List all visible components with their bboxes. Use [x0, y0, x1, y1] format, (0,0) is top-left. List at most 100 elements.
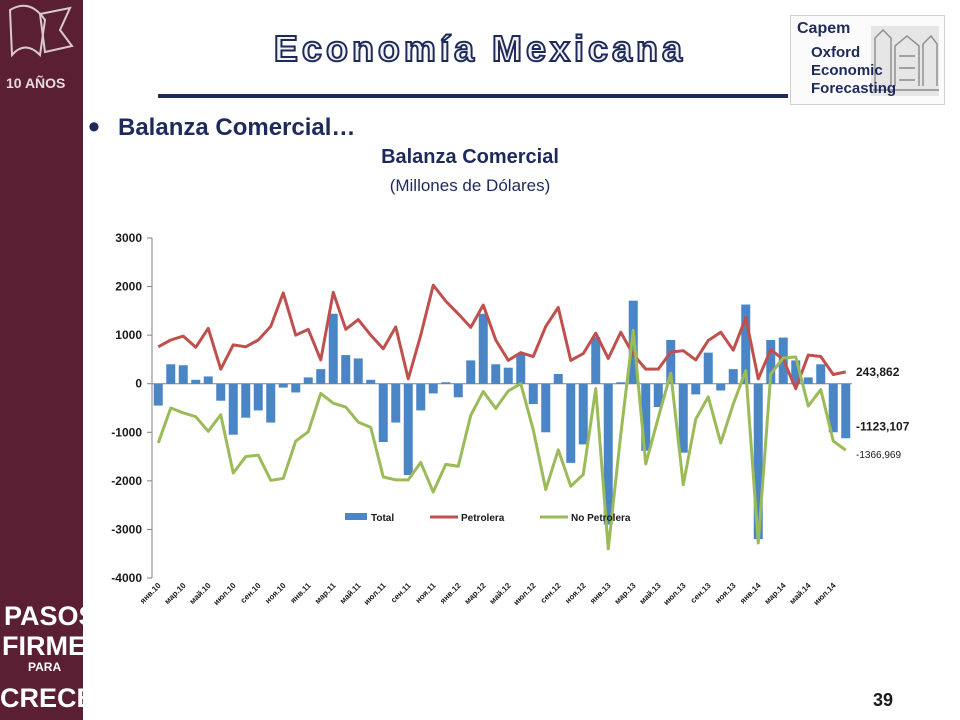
- logo-line-forecasting: Forecasting: [811, 80, 897, 97]
- y-tick-label: 2000: [115, 280, 142, 294]
- total-bar: [766, 340, 776, 384]
- x-tick-label: ноя.13: [713, 581, 738, 606]
- total-bar: [241, 383, 251, 418]
- x-tick-label: мар.11: [313, 581, 338, 606]
- total-bar: [753, 383, 763, 540]
- total-bar: [228, 383, 238, 435]
- total-bar: [291, 383, 301, 393]
- no-petrolera-line: [156, 328, 847, 551]
- total-bar: [378, 383, 388, 442]
- y-tick-label: 0: [135, 377, 142, 391]
- chart-title: Balanza Comercial: [381, 146, 559, 168]
- page-number: 39: [873, 690, 894, 710]
- x-tick-label: мар.14: [763, 581, 788, 606]
- total-bar: [466, 360, 476, 384]
- total-bar: [841, 383, 851, 439]
- x-tick-label: сен.12: [539, 581, 563, 605]
- building-illustration: [871, 26, 939, 96]
- pasos-firmes-logo: PASOS FIRMES PARA CRECER: [0, 601, 83, 713]
- x-tick-label: ноя.12: [563, 581, 588, 606]
- total-bar: [541, 383, 551, 433]
- title-divider: [158, 94, 788, 98]
- pasos-firmes-line-1: PASOS: [4, 601, 83, 631]
- total-bar: [341, 355, 351, 384]
- logo-line-oxford: Oxford: [811, 44, 861, 61]
- x-tick-label: ноя.11: [414, 581, 438, 605]
- y-tick-label: -2000: [111, 474, 142, 488]
- total-bar: [678, 383, 688, 453]
- slide-title: Economía Mexicana: [273, 27, 687, 70]
- total-bar: [353, 358, 363, 384]
- chart-labels: 243,862 -1123,107 -1366,969: [856, 365, 910, 461]
- total-bar: [641, 383, 651, 451]
- x-tick-label: янв.14: [738, 581, 763, 606]
- total-bar: [328, 313, 338, 384]
- x-tick-label: мар.12: [463, 581, 488, 606]
- legend-no-petrolera-label: No Petrolera: [571, 513, 631, 524]
- logo-line-capem: Capem: [797, 20, 851, 37]
- x-tick-label: сен.11: [389, 581, 413, 605]
- total-bar: [441, 382, 451, 384]
- x-tick-label: май.14: [788, 581, 813, 606]
- total-bar: [166, 364, 176, 384]
- legend-petrolera-label: Petrolera: [461, 513, 505, 524]
- total-bar: [803, 377, 813, 384]
- total-bar: [816, 364, 826, 384]
- total-end-label: -1123,107: [856, 419, 910, 433]
- x-tick-label: май.13: [638, 581, 663, 606]
- y-tick-label: -3000: [111, 522, 142, 536]
- total-bar: [316, 369, 326, 384]
- total-bar: [591, 337, 601, 384]
- total-bar: [266, 383, 276, 423]
- anniversary-logo-text: 10 AÑOS: [6, 74, 65, 91]
- y-tick-label: -1000: [111, 425, 142, 439]
- total-bar: [178, 365, 188, 384]
- total-bar: [428, 383, 438, 394]
- x-tick-label: мар.13: [613, 581, 638, 606]
- bullet-dot-icon: •: [88, 108, 100, 146]
- total-bar: [578, 383, 588, 445]
- total-bar: [216, 383, 226, 401]
- y-tick-label: 3000: [115, 231, 142, 245]
- x-tick-label: янв.12: [438, 581, 463, 606]
- x-tick-label: ноя.10: [263, 581, 288, 606]
- total-bar: [666, 340, 676, 384]
- x-tick-label: янв.11: [289, 581, 314, 606]
- total-bar: [203, 376, 213, 384]
- x-tick-label: июл.10: [212, 581, 238, 607]
- sidebar: 10 AÑOS PASOS FIRMES PARA CRECER: [0, 0, 83, 720]
- total-bar: [566, 383, 576, 463]
- total-bar: [403, 383, 413, 476]
- pasos-firmes-line-4: CRECER: [0, 683, 83, 713]
- x-tick-label: июл.12: [512, 581, 538, 607]
- total-bar: [253, 383, 263, 411]
- total-bar: [791, 360, 801, 384]
- total-bar: [728, 369, 738, 384]
- x-tick-label: мар.10: [163, 581, 188, 606]
- total-bar: [453, 383, 463, 398]
- total-bar: [703, 352, 713, 384]
- total-bar: [616, 382, 626, 384]
- no-petrolera-end-label: -1366,969: [856, 450, 901, 461]
- logo-line-economic: Economic: [811, 62, 883, 79]
- x-tick-label: май.10: [188, 581, 213, 606]
- x-tick-label: май.12: [488, 581, 513, 606]
- total-bar: [366, 379, 376, 384]
- x-tick-label: янв.13: [588, 581, 613, 606]
- anniversary-logo: 10 AÑOS: [6, 4, 74, 91]
- petrolera-end-label: 243,862: [856, 365, 900, 379]
- chart-subtitle: (Millones de Dólares): [389, 176, 551, 195]
- total-bar: [278, 383, 288, 388]
- total-bar: [691, 383, 701, 395]
- total-bar: [741, 304, 751, 384]
- x-tick-label: июл.13: [662, 581, 688, 607]
- x-tick-label: июл.11: [362, 581, 388, 607]
- x-tick-label: сен.13: [689, 581, 713, 605]
- total-bar: [503, 367, 513, 384]
- x-tick-label: май.11: [338, 581, 363, 606]
- total-bar: [491, 364, 501, 384]
- total-bar: [391, 383, 401, 423]
- total-bar: [828, 383, 838, 433]
- total-bar: [303, 377, 313, 384]
- total-bar: [653, 383, 663, 408]
